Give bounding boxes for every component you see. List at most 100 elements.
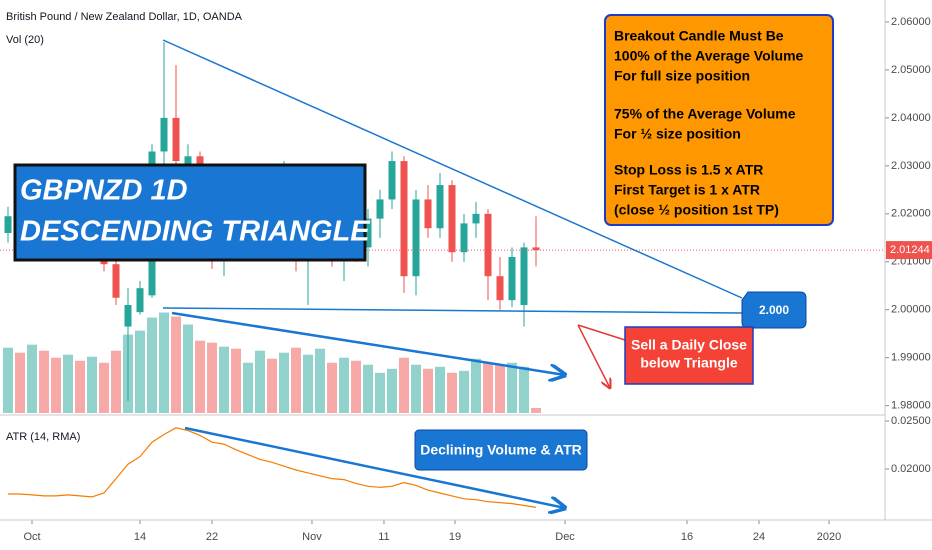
last-price-label: 2.01244 [890,244,930,256]
candle-body [376,199,384,219]
volume-bar [243,362,254,413]
volume-bar [51,357,62,413]
rules-line: 75% of the Average Volume [614,106,796,122]
x-tick-label: 11 [378,531,389,543]
title-box [13,163,367,262]
volume-bar [435,366,446,413]
candle-body [160,117,168,152]
volume-bar [219,346,230,413]
sell-arrow [577,324,610,388]
volume-bar [363,364,374,413]
volume-bar [519,366,530,413]
rules-line: Stop Loss is 1.5 x ATR [614,162,763,178]
candle-body [184,156,192,166]
volume-bar [135,330,146,413]
y-tick-label: 2.03000 [891,160,931,172]
y-tick-label: 1.98000 [891,400,931,412]
volume-bar [483,362,494,413]
volume-bar [387,368,398,413]
candle-body [364,218,372,248]
volume-bar [63,354,74,413]
volume-bar [183,324,194,413]
volume-bar [447,372,458,413]
x-tick-label: 2020 [817,531,841,543]
x-tick-label: 14 [134,531,146,543]
volume-bar [159,312,170,413]
volume-bar [411,364,422,413]
volume-bar [231,348,242,413]
volume-bar [351,360,362,413]
support-label: 2.000 [759,303,789,317]
y-tick-label: 2.04000 [891,112,931,124]
lower-trendline [162,307,743,314]
sell-pointer [577,324,626,341]
y-tick-label: 2.06000 [891,16,931,28]
upper-trendline [162,39,743,299]
candle-body [388,161,396,200]
volume-bar [507,362,518,413]
volume-bar [459,370,470,413]
volume-bar [147,317,158,413]
volume-bar [279,352,290,413]
candle-body [520,247,528,305]
volume-bar [375,372,386,413]
candle-body [136,288,144,313]
x-tick-label: 19 [449,531,461,543]
atr-decline-arrow [184,426,565,508]
volume-bar [495,364,506,413]
volume-bar [195,340,206,413]
volume-bar [3,347,14,413]
candle-body [508,257,516,301]
volume-bar [27,344,38,413]
volume-bar [339,357,350,413]
candle-body [472,213,480,224]
sell-line: below Triangle [640,355,737,371]
candle-body [448,185,456,253]
sell-box [624,326,754,385]
candle-body [424,199,432,229]
title-line: DESCENDING TRIANGLE [20,216,371,248]
volume-bar [303,354,314,413]
volume-bar [87,356,98,413]
candle-body [112,264,120,298]
volume-decline-arrow [171,311,565,375]
rules-line: First Target is 1 x ATR [614,182,760,198]
candle-body [4,216,12,234]
x-tick-label: 22 [206,531,218,543]
volume-bar [423,368,434,413]
symbol-title: British Pound / New Zealand Dollar, 1D, … [6,11,243,23]
atr-tick-label: 0.02000 [891,463,931,475]
x-tick-label: 24 [753,531,765,543]
rules-line: For ½ size position [614,126,741,142]
volume-bar [255,350,266,413]
volume-bar [471,358,482,413]
volume-bar [111,350,122,413]
rules-line: Breakout Candle Must Be [614,28,784,44]
decline-label: Declining Volume & ATR [420,442,582,458]
y-tick-label: 2.05000 [891,64,931,76]
sell-line: Sell a Daily Close [631,337,747,353]
volume-bar [315,348,326,413]
candle-body [532,247,540,251]
volume-bar [531,407,542,413]
y-tick-label: 2.02000 [891,208,931,220]
volume-bar [15,352,26,413]
atr-tick-label: 0.02500 [891,415,931,427]
volume-bar [75,360,86,413]
last-price-tag [886,241,932,260]
volume-label: Vol (20) [6,34,44,46]
candle-body [460,223,468,253]
candle-body [172,117,180,162]
candle-body [124,304,132,327]
candle-body [496,276,504,301]
volume-bar [39,350,50,413]
volume-bar [291,347,302,413]
x-tick-label: Nov [302,531,322,543]
title-line: GBPNZD 1D [20,175,188,207]
x-tick-label: 16 [681,531,693,543]
atr-line [8,427,537,508]
candle-body [484,213,492,277]
rules-line: 100% of the Average Volume [614,48,804,64]
candle-body [400,161,408,277]
